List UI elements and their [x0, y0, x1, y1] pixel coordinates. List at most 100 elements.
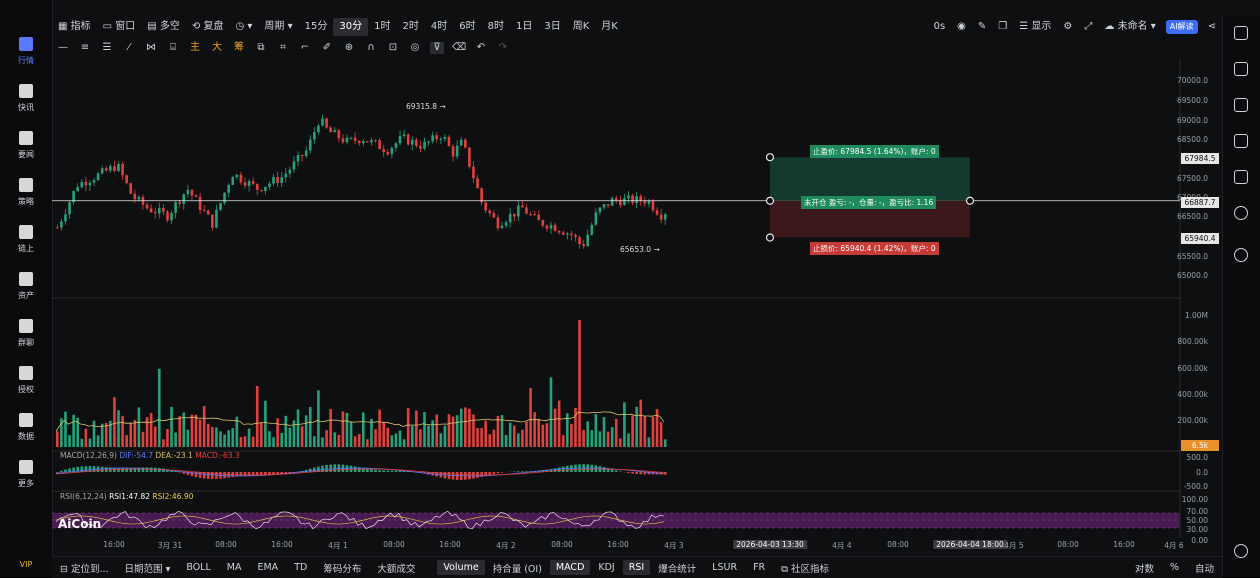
settings-icon[interactable]: ⚙ [1057, 18, 1078, 36]
compare-icon[interactable]: ⧉ [254, 42, 268, 54]
stop-loss-label[interactable]: 止损价: 65940.4 (1.42%)，账户: 0 [810, 242, 939, 255]
interval-15m[interactable]: 15分 [299, 18, 334, 36]
pattern-tool-icon[interactable]: ⋈ [144, 42, 158, 54]
candle-body [68, 202, 71, 214]
lock-icon[interactable]: ⊡ [386, 42, 400, 54]
sub-oi[interactable]: 持合量 (OI) [485, 561, 550, 575]
candle-body [117, 164, 120, 171]
filter-icon[interactable]: ⊽ [430, 42, 444, 54]
review-label: 复盘 [203, 21, 223, 32]
ai-interpret-button[interactable]: AI解读 [1166, 20, 1198, 34]
time-tick: 16:00 [271, 540, 293, 549]
interval-1h[interactable]: 1时 [368, 18, 396, 36]
review-button[interactable]: ⟲ 复盘 [186, 18, 230, 36]
sub-fr[interactable]: FR [745, 562, 773, 573]
indicator-chip[interactable]: 筹码分布 [315, 561, 369, 575]
date-range-dropdown[interactable]: 日期范围 ▾ [117, 561, 179, 575]
sub-volume[interactable]: Volume [437, 560, 484, 575]
vip-badge[interactable]: VIP [0, 552, 52, 576]
clock-icon[interactable]: ◷ ▾ [229, 18, 258, 36]
rail-item-market[interactable]: 行情 [0, 30, 52, 72]
price-tick: 65500.0 [1168, 252, 1208, 261]
rail-item-auth[interactable]: 授权 [0, 359, 52, 401]
chip-toggle[interactable]: 筹 [234, 42, 244, 54]
panel-icon[interactable] [1234, 26, 1248, 40]
locate-button[interactable]: ⊟ 定位到... [52, 561, 117, 575]
indicator-ma[interactable]: MA [219, 562, 250, 573]
rail-label: 数据 [18, 431, 34, 442]
sub-kdj[interactable]: KDJ [590, 562, 622, 573]
rail-item-data[interactable]: 数据 [0, 406, 52, 448]
help-icon[interactable] [1234, 544, 1248, 558]
indicator-ema[interactable]: EMA [249, 562, 286, 573]
crop-icon[interactable]: ⌐ [298, 42, 312, 54]
fullscreen-icon[interactable]: ⤢ [1078, 18, 1098, 36]
chart-area[interactable] [52, 58, 1222, 556]
grid-tool-icon[interactable]: ⌗ [276, 42, 290, 54]
display-button[interactable]: ☰ 显示 [1013, 18, 1057, 36]
volume-bar [607, 432, 610, 447]
rail-item-assets[interactable]: 资产 [0, 265, 52, 307]
indicator-large-trade[interactable]: 大额成交 [369, 561, 423, 575]
sub-rsi[interactable]: RSI [623, 560, 650, 575]
interval-30m[interactable]: 30分 [333, 18, 368, 36]
undo-icon[interactable]: ↶ [474, 42, 488, 54]
rail-item-more[interactable]: 更多 [0, 453, 52, 495]
window-button[interactable]: ▭ 窗口 [97, 18, 142, 36]
interval-6h[interactable]: 6时 [453, 18, 481, 36]
percent-toggle[interactable]: % [1162, 562, 1187, 573]
trend-icon[interactable] [1234, 170, 1248, 184]
ai-icon[interactable] [1234, 248, 1248, 262]
interval-4h[interactable]: 4时 [425, 18, 453, 36]
camera-icon[interactable]: ◉ [951, 18, 972, 36]
sub-community[interactable]: ⧉ 社区指标 [773, 561, 837, 575]
sub-liquidation[interactable]: 爆合统计 [650, 561, 704, 575]
volume-bar [215, 427, 218, 447]
book-icon[interactable] [1234, 134, 1248, 148]
chart-icon[interactable] [1234, 98, 1248, 112]
zoom-icon[interactable]: ⊕ [342, 42, 356, 54]
rail-item-onchain[interactable]: 链上 [0, 218, 52, 260]
magnet-icon[interactable]: ∩ [364, 42, 378, 54]
copy-icon[interactable]: ❐ [992, 18, 1013, 36]
interval-1d[interactable]: 1日 [510, 18, 538, 36]
sub-lsur[interactable]: LSUR [704, 562, 745, 573]
indicator-boll[interactable]: BOLL [178, 562, 218, 573]
large-order-toggle[interactable]: 大 [212, 42, 222, 54]
fib-tool-icon[interactable]: ⌸ [166, 42, 180, 54]
log-toggle[interactable]: 对数 [1127, 561, 1162, 575]
rail-item-flash[interactable]: 快讯 [0, 77, 52, 119]
redo-icon[interactable]: ↷ [496, 42, 510, 54]
pencil-icon[interactable]: ✎ [972, 18, 992, 36]
interval-2h[interactable]: 2时 [396, 18, 424, 36]
position-label[interactable]: 未开仓 盈亏: -，仓量: -，盈亏比: 1.16 [801, 196, 936, 209]
long-short-button[interactable]: ▤ 多空 [141, 18, 186, 36]
take-profit-label[interactable]: 止盈价: 67984.5 (1.64%)，账户: 0 [810, 145, 939, 158]
eye-icon[interactable]: ◎ [408, 42, 422, 54]
candle-body [236, 175, 239, 177]
interval-8h[interactable]: 8时 [482, 18, 510, 36]
interval-3d[interactable]: 3日 [538, 18, 566, 36]
channel-tool-icon[interactable]: ☰ [100, 42, 114, 54]
rail-item-news[interactable]: 要闻 [0, 124, 52, 166]
period-dropdown[interactable]: 周期 ▾ [258, 18, 298, 36]
rail-item-group[interactable]: 群聊 [0, 312, 52, 354]
trend-tool-icon[interactable]: ⁄ [122, 42, 136, 54]
rsi-tick: 70.00 [1168, 507, 1208, 516]
indicators-button[interactable]: ▦ 指标 [52, 18, 97, 36]
line-tool-icon[interactable]: — [56, 42, 70, 54]
sub-macd[interactable]: MACD [550, 560, 590, 575]
list-icon[interactable] [1234, 62, 1248, 76]
share-icon[interactable]: ⋖ [1202, 18, 1222, 36]
brush-icon[interactable]: ✐ [320, 42, 334, 54]
interval-1w[interactable]: 周K [567, 18, 596, 36]
bot-icon[interactable] [1234, 206, 1248, 220]
rail-item-strategy[interactable]: 策略 [0, 171, 52, 213]
layout-dropdown[interactable]: ☁ 未命名 ▾ [1098, 18, 1161, 36]
interval-1mo[interactable]: 月K [595, 18, 624, 36]
auto-toggle[interactable]: 自动 [1187, 561, 1222, 575]
trash-icon[interactable]: ⌫ [452, 42, 466, 54]
indicator-td[interactable]: TD [286, 562, 315, 573]
main-chart-toggle[interactable]: 主 [190, 42, 200, 54]
hline-tool-icon[interactable]: ≡ [78, 42, 92, 54]
